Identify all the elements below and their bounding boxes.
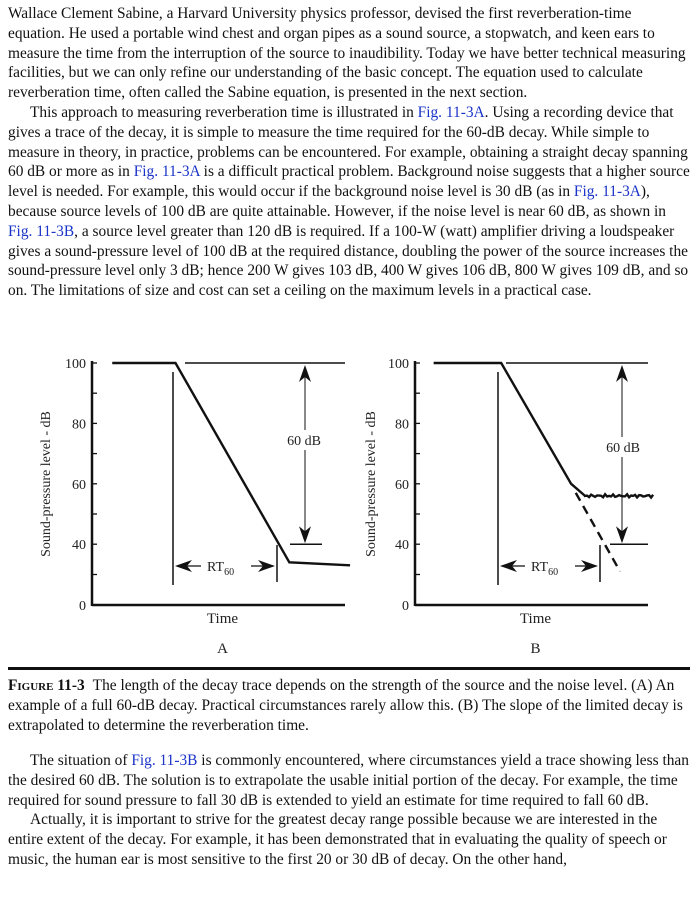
panel-label: B	[530, 641, 540, 657]
y-tick-label: 60	[72, 478, 86, 493]
arrowhead-icon	[616, 526, 628, 544]
y-tick-label: 80	[395, 417, 409, 432]
y-tick-label: 40	[395, 538, 409, 553]
x-axis-label: Time	[520, 611, 551, 627]
text-run: , a source level greater than 120 dB is …	[8, 222, 689, 300]
figure-link[interactable]: Fig. 11-3A	[417, 103, 485, 121]
text-run: . Using a recording device that gives a …	[8, 103, 688, 181]
arrowhead-icon	[175, 560, 192, 572]
span-label: 60 dB	[606, 441, 640, 456]
decay-trace	[112, 361, 351, 567]
figure-link[interactable]: Fig. 11-3B	[8, 222, 75, 240]
caption-rule	[8, 667, 690, 670]
figure-link[interactable]: Fig. 11-3B	[131, 752, 198, 769]
arrowhead-icon	[616, 365, 628, 382]
body-text-top: Wallace Clement Sabine, a Harvard Univer…	[8, 4, 692, 301]
text-run: The situation of	[30, 752, 132, 769]
y-tick-label: 100	[65, 357, 86, 372]
y-tick-label: 60	[395, 478, 409, 493]
rt-subscript: 60	[224, 567, 234, 578]
figure-caption: Figure 11-3 The length of the decay trace…	[8, 676, 692, 735]
x-axis-label: Time	[207, 611, 238, 627]
panel-label: A	[217, 641, 228, 657]
chart-panel-B: 0 40 60 80 100 Sound-pressure level - dB Time B…	[364, 357, 655, 657]
body-text-bottom: The situation of Fig. 11-3B is commonly …	[8, 751, 692, 870]
rt-subscript: 60	[548, 567, 558, 578]
arrowhead-icon	[258, 560, 275, 572]
text-run: This approach to measuring reverberation…	[30, 103, 418, 121]
y-tick-label: 100	[388, 357, 409, 372]
arrowhead-icon	[299, 526, 311, 544]
arrowhead-icon	[581, 560, 598, 572]
text-run: Actually, it is important to strive for …	[8, 811, 667, 868]
rt60-label: RT60	[531, 560, 558, 578]
figure-link[interactable]: Fig. 11-3A	[133, 163, 200, 181]
decay-trace	[433, 361, 655, 500]
figure-label: Figure 11-3	[8, 677, 85, 694]
caption-text: The length of the decay trace depends on…	[8, 677, 683, 734]
y-tick-label: 0	[402, 599, 409, 614]
y-axis-label: Sound-pressure level - dB	[39, 411, 54, 557]
y-tick-label: 0	[79, 599, 86, 614]
figure-11-3: 0 40 60 80 100 Sound-pressure level - dB Time A…	[39, 357, 655, 657]
paragraph: The situation of Fig. 11-3B is commonly …	[8, 751, 692, 810]
text-run: is commonly encountered, where circumsta…	[8, 752, 689, 809]
paragraph: This approach to measuring reverberation…	[8, 103, 692, 301]
chart-panel-A: 0 40 60 80 100 Sound-pressure level - dB Time A…	[39, 357, 351, 657]
text-run: is a difficult practical problem. Backgr…	[8, 163, 690, 201]
arrowhead-icon	[299, 365, 311, 382]
y-tick-label: 80	[72, 417, 86, 432]
y-axis-label: Sound-pressure level - dB	[364, 411, 379, 557]
paragraph: Wallace Clement Sabine, a Harvard Univer…	[8, 4, 692, 103]
span-label: 60 dB	[287, 434, 321, 449]
text-run: Wallace Clement Sabine, a Harvard Univer…	[8, 5, 686, 102]
label-bg	[599, 437, 647, 457]
arrowhead-icon	[500, 560, 517, 572]
text-run: ), because source levels of 100 dB are q…	[8, 183, 666, 220]
rt60-label: RT60	[207, 560, 234, 578]
label-bg	[280, 430, 328, 450]
paragraph: Actually, it is important to strive for …	[8, 810, 692, 869]
rt-text: RT	[207, 560, 224, 575]
figure-link[interactable]: Fig. 11-3A	[573, 183, 641, 201]
extrapolated-decay-line	[574, 492, 622, 573]
y-tick-label: 40	[72, 538, 86, 553]
rt-text: RT	[531, 560, 548, 575]
